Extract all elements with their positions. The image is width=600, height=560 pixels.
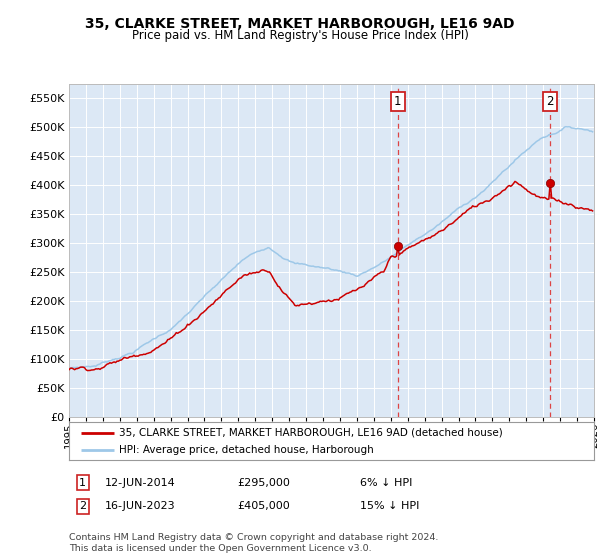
Text: 35, CLARKE STREET, MARKET HARBOROUGH, LE16 9AD: 35, CLARKE STREET, MARKET HARBOROUGH, LE… xyxy=(85,17,515,31)
Text: 35, CLARKE STREET, MARKET HARBOROUGH, LE16 9AD (detached house): 35, CLARKE STREET, MARKET HARBOROUGH, LE… xyxy=(119,427,503,437)
Text: 12-JUN-2014: 12-JUN-2014 xyxy=(105,478,176,488)
Text: 2: 2 xyxy=(547,95,554,108)
Text: £405,000: £405,000 xyxy=(237,501,290,511)
Text: £295,000: £295,000 xyxy=(237,478,290,488)
Text: Contains HM Land Registry data © Crown copyright and database right 2024.
This d: Contains HM Land Registry data © Crown c… xyxy=(69,533,439,553)
Text: 6% ↓ HPI: 6% ↓ HPI xyxy=(360,478,412,488)
Text: 16-JUN-2023: 16-JUN-2023 xyxy=(105,501,176,511)
Text: Price paid vs. HM Land Registry's House Price Index (HPI): Price paid vs. HM Land Registry's House … xyxy=(131,29,469,42)
Text: HPI: Average price, detached house, Harborough: HPI: Average price, detached house, Harb… xyxy=(119,445,374,455)
Text: 2: 2 xyxy=(79,501,86,511)
Text: 15% ↓ HPI: 15% ↓ HPI xyxy=(360,501,419,511)
Text: 1: 1 xyxy=(394,95,401,108)
Text: 1: 1 xyxy=(79,478,86,488)
